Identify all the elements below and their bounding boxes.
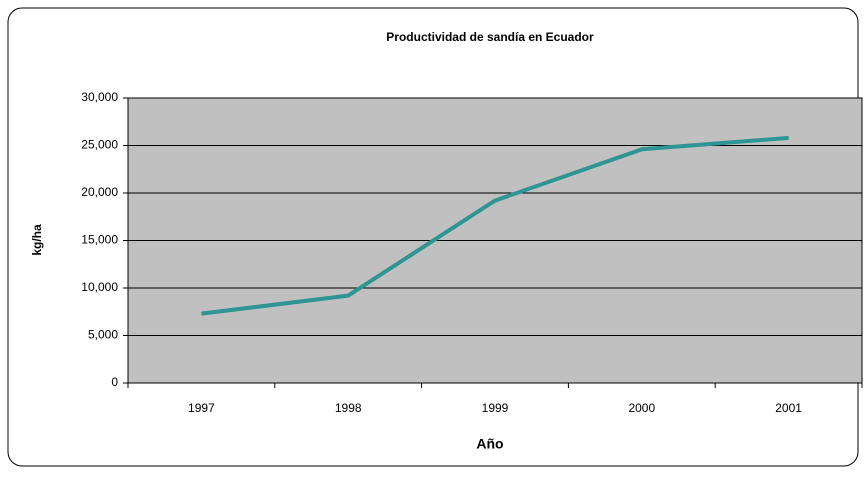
- y-tick-label: 5,000: [88, 328, 118, 342]
- y-tick-label: 10,000: [81, 280, 118, 294]
- y-tick-label: 20,000: [81, 185, 118, 199]
- x-tick-label: 1999: [482, 401, 509, 415]
- x-tick-label: 2000: [628, 401, 655, 415]
- y-axis-label: kg/ha: [30, 224, 44, 256]
- y-tick-label: 15,000: [81, 233, 118, 247]
- y-tick-label: 25,000: [81, 138, 118, 152]
- x-tick-label: 2001: [775, 401, 802, 415]
- x-tick-label: 1998: [335, 401, 362, 415]
- y-tick-label: 0: [111, 375, 118, 389]
- data-line: [201, 135, 789, 316]
- x-axis-label: Año: [476, 436, 503, 452]
- x-tick-label: 1997: [188, 401, 215, 415]
- y-tick-label: 30,000: [81, 90, 118, 104]
- chart-title: Productividad de sandía en Ecuador: [386, 30, 594, 44]
